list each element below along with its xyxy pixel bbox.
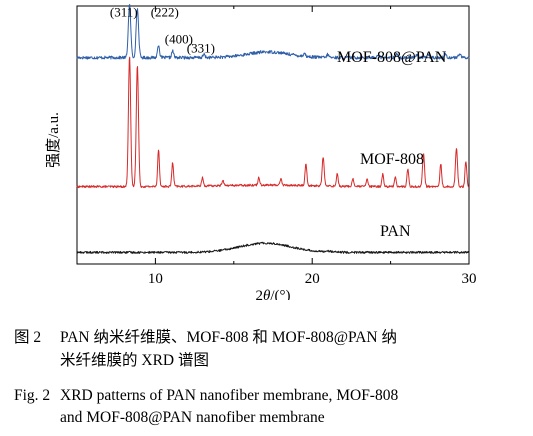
caption-en-text-cont: and MOF-808@PAN nanofiber membrane	[60, 409, 325, 426]
x-tick-label: 30	[462, 271, 477, 287]
series-layer	[76, 4, 470, 254]
caption-cn-text-cont: 米纤维膜的 XRD 谱图	[60, 352, 209, 369]
caption-cn-text: PAN 纳米纤维膜、MOF-808 和 MOF-808@PAN 纳	[60, 329, 397, 346]
caption-cn-line1: 图 2 PAN 纳米纤维膜、MOF-808 和 MOF-808@PAN 纳	[14, 327, 397, 349]
peak-annotation: (331)	[187, 40, 215, 55]
series-label: MOF-808@PAN	[337, 49, 447, 66]
x-tick-label: 20	[305, 271, 320, 287]
series-line-mof-808	[76, 56, 470, 189]
plot-frame	[76, 5, 470, 265]
series-labels: MOF-808@PAN MOF-808 PAN	[337, 49, 447, 240]
caption-cn-line2: 米纤维膜的 XRD 谱图	[14, 350, 209, 372]
x-axis-label: 2θ/(°)	[255, 288, 290, 300]
series-label: MOF-808	[360, 151, 424, 168]
x-tick-label: 10	[148, 271, 163, 287]
peak-annotation: (222)	[151, 4, 179, 19]
caption-en-line2: and MOF-808@PAN nanofiber membrane	[14, 407, 325, 429]
series-line-pan	[76, 241, 470, 254]
caption-en-line1: Fig. 2 XRD patterns of PAN nanofiber memb…	[14, 385, 398, 407]
caption-cn-figure-number: 图 2	[14, 329, 42, 346]
series-line-mof-808-pan	[76, 4, 470, 60]
peak-annotations: (311) (222) (400)(331)	[110, 4, 215, 55]
peak-annotation: (400)	[165, 31, 193, 46]
peak-annotation: (311)	[110, 4, 138, 19]
y-axis-label: 强度/a.u.	[45, 112, 62, 168]
series-label: PAN	[380, 223, 411, 240]
x-axis-ticks: 10 20 30	[76, 6, 477, 287]
caption-en-text: XRD patterns of PAN nanofiber membrane, …	[60, 387, 399, 404]
caption-en-figure-number: Fig. 2	[14, 387, 51, 404]
